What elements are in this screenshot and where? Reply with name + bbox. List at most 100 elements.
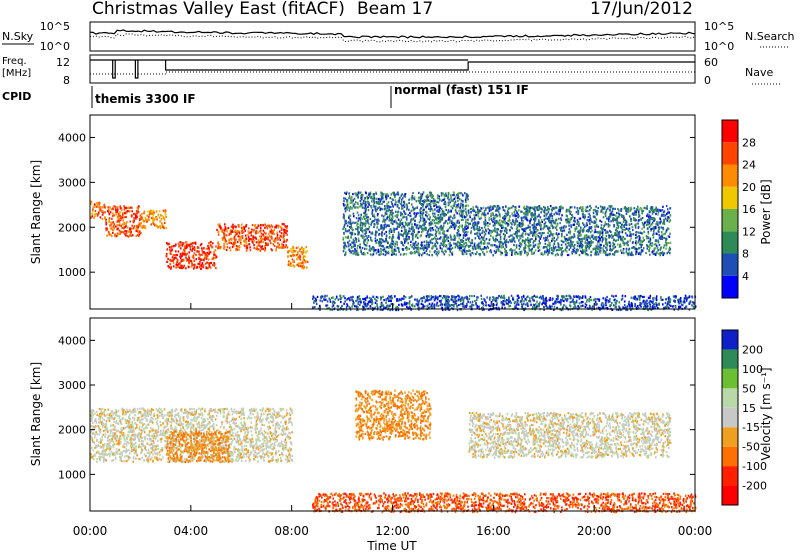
heatmap-cell — [430, 193, 432, 195]
heatmap-cell — [443, 243, 445, 245]
heatmap-cell — [663, 247, 665, 249]
heatmap-cell — [499, 219, 501, 221]
heatmap-cell — [658, 241, 660, 243]
heatmap-cell — [184, 247, 186, 249]
heatmap-cell — [135, 217, 137, 219]
heatmap-cell — [561, 233, 563, 235]
heatmap-cell — [633, 217, 635, 219]
heatmap-cell — [467, 198, 469, 200]
heatmap-cell — [653, 220, 655, 222]
heatmap-cell — [366, 196, 368, 198]
heatmap-cell — [114, 234, 116, 236]
heatmap-cell — [218, 224, 220, 226]
heatmap-cell — [500, 238, 502, 240]
heatmap-cell — [584, 235, 586, 237]
heatmap-cell — [626, 221, 628, 223]
heatmap-cell — [123, 205, 125, 207]
heatmap-cell — [289, 250, 291, 252]
heatmap-cell — [641, 302, 643, 304]
heatmap-cell — [303, 250, 305, 252]
heatmap-cell — [113, 208, 115, 210]
heatmap-cell — [497, 205, 499, 207]
heatmap-cell — [506, 230, 508, 232]
heatmap-cell — [207, 245, 209, 247]
heatmap-cell — [668, 251, 670, 253]
heatmap-cell — [459, 245, 461, 247]
heatmap-cell — [548, 249, 550, 251]
heatmap-cell — [219, 225, 221, 227]
heatmap-cell — [468, 211, 470, 213]
heatmap-cell — [153, 210, 155, 212]
heatmap-cell — [487, 228, 489, 230]
heatmap-cell — [636, 249, 638, 251]
heatmap-cell — [569, 232, 571, 234]
heatmap-cell — [652, 251, 654, 253]
heatmap-cell — [558, 233, 560, 235]
heatmap-cell — [362, 247, 364, 249]
heatmap-cell — [567, 210, 569, 212]
heatmap-cell — [433, 205, 435, 207]
heatmap-cell — [443, 233, 445, 235]
heatmap-cell — [412, 192, 414, 194]
heatmap-cell — [547, 228, 549, 230]
heatmap-cell — [561, 235, 563, 237]
heatmap-cell — [432, 213, 434, 215]
heatmap-cell — [556, 239, 558, 241]
heatmap-cell — [657, 210, 659, 212]
heatmap-cell — [529, 220, 531, 222]
heatmap-cell — [500, 236, 502, 238]
heatmap-cell — [444, 222, 446, 224]
heatmap-cell — [244, 227, 246, 229]
heatmap-cell — [236, 230, 238, 232]
heatmap-cell — [422, 229, 424, 231]
heatmap-cell — [429, 219, 431, 221]
heatmap-cell — [263, 234, 265, 236]
heatmap-cell — [605, 231, 607, 233]
heatmap-cell — [459, 213, 461, 215]
heatmap-cell — [496, 246, 498, 248]
heatmap-cell — [466, 214, 468, 216]
heatmap-cell — [496, 231, 498, 233]
heatmap-cell — [260, 224, 262, 226]
heatmap-cell — [136, 212, 138, 214]
heatmap-cell — [511, 252, 513, 254]
heatmap-cell — [405, 233, 407, 235]
heatmap-cell — [128, 207, 130, 209]
heatmap-cell — [424, 241, 426, 243]
heatmap-cell — [405, 229, 407, 231]
heatmap-cell — [609, 253, 611, 255]
heatmap-cell — [652, 209, 654, 211]
heatmap-cell — [371, 231, 373, 233]
heatmap-cell — [474, 221, 476, 223]
heatmap-cell — [185, 247, 187, 249]
heatmap-cell — [574, 220, 576, 222]
heatmap-cell — [434, 208, 436, 210]
heatmap-cell — [428, 246, 430, 248]
heatmap-cell — [390, 228, 392, 230]
heatmap-cell — [191, 266, 193, 268]
heatmap-cell — [571, 241, 573, 243]
heatmap-cell — [662, 252, 664, 254]
heatmap-cell — [504, 222, 506, 224]
heatmap-cell — [473, 228, 475, 230]
heatmap-cell — [400, 212, 402, 214]
heatmap-cell — [263, 230, 265, 232]
heatmap-cell — [154, 218, 156, 220]
heatmap-cell — [357, 206, 359, 208]
heatmap-cell — [436, 226, 438, 228]
heatmap-cell — [600, 252, 602, 254]
heatmap-cell — [579, 245, 581, 247]
heatmap-cell — [485, 247, 487, 249]
heatmap-cell — [123, 216, 125, 218]
heatmap-cell — [353, 203, 355, 205]
heatmap-cell — [223, 234, 225, 236]
heatmap-cell — [394, 243, 396, 245]
heatmap-cell — [412, 243, 414, 245]
heatmap-cell — [110, 211, 112, 213]
heatmap-cell — [152, 212, 154, 214]
heatmap-cell — [365, 203, 367, 205]
heatmap-cell — [529, 239, 531, 241]
heatmap-cell — [618, 239, 620, 241]
heatmap-cell — [376, 221, 378, 223]
heatmap-cell — [489, 207, 491, 209]
